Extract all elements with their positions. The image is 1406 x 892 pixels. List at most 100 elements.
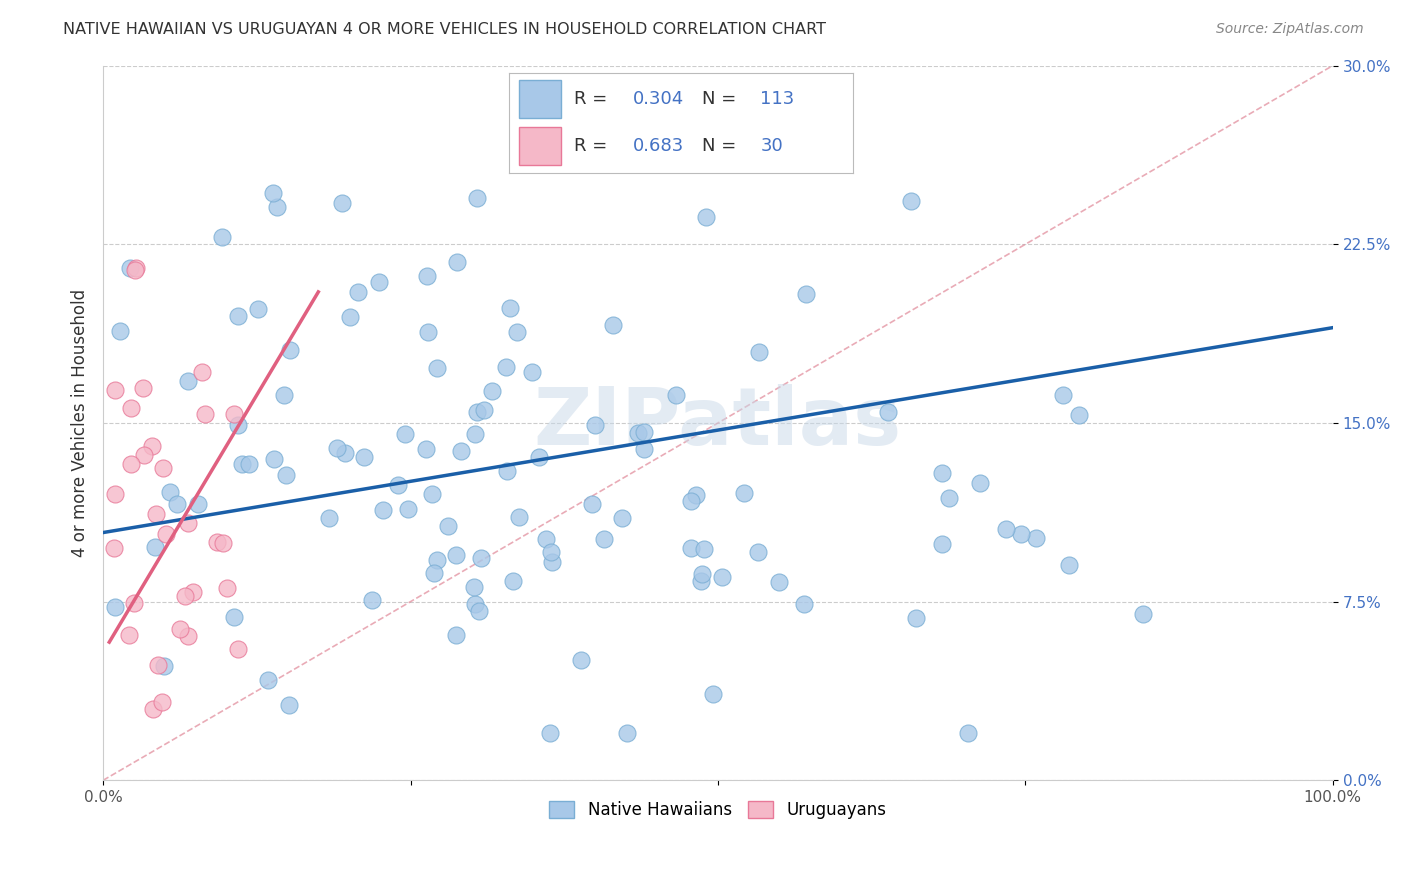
Native Hawaiians: [273, 388, 295, 402]
Uruguayans: [104, 486, 127, 500]
Native Hawaiians: [415, 269, 437, 284]
Native Hawaiians: [368, 275, 391, 289]
Native Hawaiians: [679, 493, 702, 508]
Native Hawaiians: [467, 190, 489, 204]
Native Hawaiians: [495, 359, 517, 374]
Native Hawaiians: [994, 522, 1017, 536]
Native Hawaiians: [1025, 531, 1047, 545]
Native Hawaiians: [467, 604, 489, 618]
Native Hawaiians: [280, 343, 302, 358]
Uruguayans: [141, 439, 163, 453]
Native Hawaiians: [152, 659, 174, 673]
Uruguayans: [103, 541, 125, 556]
Native Hawaiians: [263, 451, 285, 466]
Text: ZIPatlas: ZIPatlas: [534, 384, 903, 462]
Native Hawaiians: [423, 566, 446, 581]
Uruguayans: [205, 535, 228, 549]
Uruguayans: [217, 581, 239, 595]
Native Hawaiians: [472, 403, 495, 417]
Native Hawaiians: [536, 532, 558, 546]
Uruguayans: [120, 457, 142, 471]
Native Hawaiians: [335, 446, 357, 460]
Native Hawaiians: [330, 195, 353, 210]
Uruguayans: [177, 516, 200, 531]
Native Hawaiians: [1067, 408, 1090, 422]
Native Hawaiians: [581, 497, 603, 511]
Native Hawaiians: [900, 194, 922, 209]
Native Hawaiians: [360, 592, 382, 607]
Native Hawaiians: [768, 575, 790, 590]
Native Hawaiians: [256, 673, 278, 687]
Uruguayans: [132, 381, 155, 395]
Native Hawaiians: [394, 426, 416, 441]
Native Hawaiians: [416, 325, 439, 339]
Native Hawaiians: [1057, 558, 1080, 572]
Native Hawaiians: [166, 497, 188, 511]
Uruguayans: [152, 461, 174, 475]
Uruguayans: [122, 596, 145, 610]
Native Hawaiians: [702, 687, 724, 701]
Native Hawaiians: [436, 519, 458, 533]
Native Hawaiians: [177, 374, 200, 388]
Native Hawaiians: [747, 545, 769, 559]
Native Hawaiians: [318, 511, 340, 525]
Native Hawaiians: [415, 442, 437, 457]
Native Hawaiians: [541, 555, 564, 569]
Native Hawaiians: [187, 497, 209, 511]
Uruguayans: [169, 622, 191, 636]
Native Hawaiians: [396, 502, 419, 516]
Native Hawaiians: [665, 388, 688, 402]
Native Hawaiians: [681, 541, 703, 555]
Native Hawaiians: [1010, 527, 1032, 541]
Uruguayans: [142, 702, 165, 716]
Native Hawaiians: [463, 580, 485, 594]
Uruguayans: [191, 366, 214, 380]
Native Hawaiians: [426, 360, 449, 375]
Uruguayans: [174, 590, 197, 604]
Native Hawaiians: [339, 310, 361, 324]
Native Hawaiians: [616, 725, 638, 739]
Native Hawaiians: [508, 509, 530, 524]
Native Hawaiians: [222, 610, 245, 624]
Native Hawaiians: [145, 541, 167, 555]
Native Hawaiians: [426, 553, 449, 567]
Native Hawaiians: [707, 82, 730, 96]
Native Hawaiians: [610, 511, 633, 525]
Native Hawaiians: [540, 544, 562, 558]
Text: Source: ZipAtlas.com: Source: ZipAtlas.com: [1216, 22, 1364, 37]
Native Hawaiians: [465, 405, 488, 419]
Uruguayans: [212, 536, 235, 550]
Native Hawaiians: [520, 365, 543, 379]
Native Hawaiians: [633, 425, 655, 439]
Native Hawaiians: [496, 464, 519, 478]
Uruguayans: [226, 642, 249, 657]
Native Hawaiians: [262, 186, 284, 201]
Native Hawaiians: [506, 325, 529, 339]
Native Hawaiians: [499, 301, 522, 316]
Native Hawaiians: [238, 458, 260, 472]
Native Hawaiians: [347, 285, 370, 299]
Uruguayans: [222, 407, 245, 421]
Native Hawaiians: [583, 417, 606, 432]
Native Hawaiians: [464, 427, 486, 442]
Native Hawaiians: [695, 210, 717, 224]
Uruguayans: [120, 401, 142, 416]
Native Hawaiians: [446, 255, 468, 269]
Native Hawaiians: [118, 260, 141, 275]
Native Hawaiians: [446, 628, 468, 642]
Y-axis label: 4 or more Vehicles in Household: 4 or more Vehicles in Household: [72, 289, 89, 557]
Native Hawaiians: [211, 230, 233, 244]
Native Hawaiians: [685, 488, 707, 502]
Uruguayans: [194, 407, 217, 421]
Native Hawaiians: [420, 487, 443, 501]
Native Hawaiians: [957, 725, 980, 739]
Native Hawaiians: [444, 548, 467, 562]
Native Hawaiians: [159, 484, 181, 499]
Native Hawaiians: [593, 532, 616, 546]
Native Hawaiians: [470, 550, 492, 565]
Native Hawaiians: [226, 310, 249, 324]
Native Hawaiians: [325, 441, 347, 455]
Native Hawaiians: [794, 286, 817, 301]
Native Hawaiians: [733, 485, 755, 500]
Native Hawaiians: [274, 467, 297, 482]
